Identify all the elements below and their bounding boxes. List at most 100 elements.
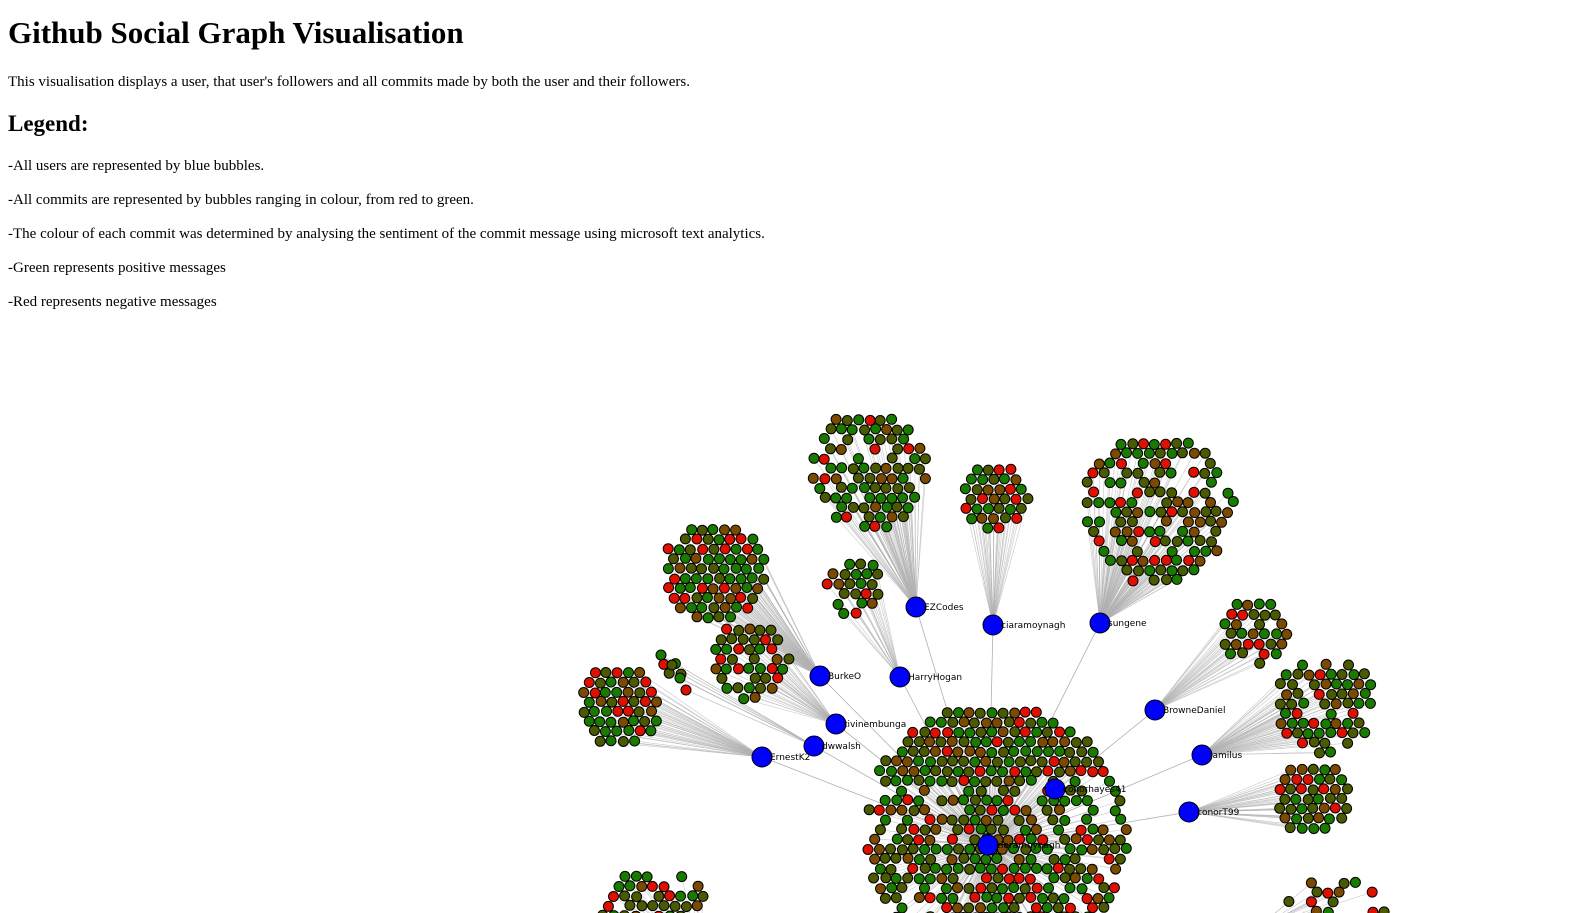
commit-bubble[interactable] bbox=[631, 891, 643, 903]
commit-bubble[interactable] bbox=[994, 484, 1006, 496]
commit-bubble[interactable] bbox=[875, 883, 886, 895]
commit-bubble[interactable] bbox=[1177, 525, 1189, 537]
commit-bubble[interactable] bbox=[825, 462, 837, 474]
commit-bubble[interactable] bbox=[772, 672, 784, 684]
commit-bubble[interactable] bbox=[868, 872, 880, 884]
commit-bubble[interactable] bbox=[715, 653, 727, 665]
commit-bubble[interactable] bbox=[952, 766, 964, 777]
commit-bubble[interactable] bbox=[1048, 756, 1060, 767]
commit-bubble[interactable] bbox=[634, 687, 646, 699]
commit-bubble[interactable] bbox=[1043, 746, 1054, 758]
commit-bubble[interactable] bbox=[819, 473, 831, 485]
commit-bubble[interactable] bbox=[1349, 876, 1361, 888]
commit-bubble[interactable] bbox=[968, 717, 980, 729]
commit-bubble[interactable] bbox=[738, 693, 750, 705]
commit-bubble[interactable] bbox=[1093, 756, 1104, 768]
commit-bubble[interactable] bbox=[1103, 834, 1115, 846]
commit-bubble[interactable] bbox=[721, 682, 733, 694]
commit-bubble[interactable] bbox=[975, 902, 986, 913]
commit-bubble[interactable] bbox=[1114, 834, 1126, 846]
commit-bubble[interactable] bbox=[997, 707, 1009, 719]
commit-bubble[interactable] bbox=[886, 492, 898, 504]
commit-bubble[interactable] bbox=[969, 853, 981, 865]
commit-bubble[interactable] bbox=[1254, 657, 1266, 669]
commit-bubble[interactable] bbox=[903, 443, 915, 455]
commit-bubble[interactable] bbox=[1155, 506, 1167, 518]
commit-bubble[interactable] bbox=[1342, 697, 1354, 709]
commit-bubble[interactable] bbox=[896, 823, 908, 835]
commit-bubble[interactable] bbox=[1319, 822, 1331, 834]
commit-bubble[interactable] bbox=[855, 578, 867, 589]
commit-bubble[interactable] bbox=[1154, 486, 1166, 498]
commit-bubble[interactable] bbox=[838, 588, 850, 599]
commit-bubble[interactable] bbox=[1341, 803, 1353, 814]
commit-bubble[interactable] bbox=[1081, 893, 1093, 905]
commit-bubble[interactable] bbox=[1166, 565, 1178, 577]
commit-bubble[interactable] bbox=[846, 482, 858, 494]
commit-bubble[interactable] bbox=[1274, 698, 1286, 710]
commit-bubble[interactable] bbox=[1305, 896, 1317, 908]
commit-bubble[interactable] bbox=[827, 568, 839, 580]
commit-bubble[interactable] bbox=[1149, 554, 1161, 566]
commit-bubble[interactable] bbox=[1325, 727, 1337, 738]
commit-bubble[interactable] bbox=[1176, 447, 1188, 459]
commit-bubble[interactable] bbox=[686, 524, 698, 536]
commit-bubble[interactable] bbox=[1154, 466, 1166, 478]
commit-bubble[interactable] bbox=[1086, 844, 1098, 855]
commit-bubble[interactable] bbox=[1024, 873, 1036, 885]
commit-bubble[interactable] bbox=[988, 473, 1000, 485]
commit-bubble[interactable] bbox=[1000, 512, 1011, 524]
commit-bubble[interactable] bbox=[1297, 737, 1308, 749]
commit-bubble[interactable] bbox=[1166, 487, 1178, 499]
commit-bubble[interactable] bbox=[991, 853, 1003, 864]
commit-bubble[interactable] bbox=[1031, 726, 1043, 738]
commit-bubble[interactable] bbox=[1009, 766, 1021, 778]
commit-bubble[interactable] bbox=[1031, 882, 1043, 894]
commit-bubble[interactable] bbox=[1236, 627, 1248, 639]
commit-bubble[interactable] bbox=[726, 633, 738, 645]
commit-bubble[interactable] bbox=[713, 611, 725, 623]
commit-bubble[interactable] bbox=[1291, 708, 1303, 719]
commit-bubble[interactable] bbox=[838, 608, 850, 619]
commit-bubble[interactable] bbox=[1281, 628, 1293, 640]
commit-bubble[interactable] bbox=[578, 706, 590, 718]
commit-bubble[interactable] bbox=[918, 784, 930, 796]
commit-bubble[interactable] bbox=[998, 784, 1009, 796]
commit-bubble[interactable] bbox=[997, 766, 1008, 778]
commit-bubble[interactable] bbox=[991, 756, 1003, 768]
commit-bubble[interactable] bbox=[913, 854, 925, 865]
commit-bubble[interactable] bbox=[753, 562, 765, 574]
commit-bubble[interactable] bbox=[1081, 795, 1093, 807]
commit-bubble[interactable] bbox=[1121, 447, 1132, 459]
commit-bubble[interactable] bbox=[958, 775, 970, 786]
commit-bubble[interactable] bbox=[830, 511, 842, 523]
commit-bubble[interactable] bbox=[1230, 619, 1242, 631]
commit-bubble[interactable] bbox=[1075, 765, 1087, 777]
commit-bubble[interactable] bbox=[866, 597, 878, 609]
commit-bubble[interactable] bbox=[1043, 882, 1054, 894]
commit-bubble[interactable] bbox=[1002, 736, 1014, 748]
commit-bubble[interactable] bbox=[1132, 467, 1144, 479]
commit-bubble[interactable] bbox=[947, 755, 959, 767]
commit-bubble[interactable] bbox=[1161, 497, 1173, 509]
commit-bubble[interactable] bbox=[896, 844, 908, 856]
commit-bubble[interactable] bbox=[1075, 863, 1087, 875]
commit-bubble[interactable] bbox=[730, 582, 742, 594]
commit-bubble[interactable] bbox=[874, 434, 886, 445]
commit-bubble[interactable] bbox=[1287, 679, 1298, 690]
commit-bubble[interactable] bbox=[919, 844, 931, 855]
commit-bubble[interactable] bbox=[664, 890, 676, 902]
commit-bubble[interactable] bbox=[611, 667, 623, 679]
commit-bubble[interactable] bbox=[1359, 727, 1371, 739]
commit-bubble[interactable] bbox=[691, 533, 703, 545]
commit-bubble[interactable] bbox=[975, 785, 987, 797]
commit-bubble[interactable] bbox=[1041, 804, 1053, 816]
commit-bubble[interactable] bbox=[1030, 824, 1042, 835]
commit-bubble[interactable] bbox=[655, 649, 667, 661]
commit-bubble[interactable] bbox=[623, 725, 635, 736]
commit-bubble[interactable] bbox=[997, 726, 1009, 738]
commit-bubble[interactable] bbox=[1103, 892, 1115, 904]
commit-bubble[interactable] bbox=[1319, 764, 1331, 776]
commit-bubble[interactable] bbox=[890, 852, 902, 864]
commit-bubble[interactable] bbox=[993, 522, 1005, 534]
